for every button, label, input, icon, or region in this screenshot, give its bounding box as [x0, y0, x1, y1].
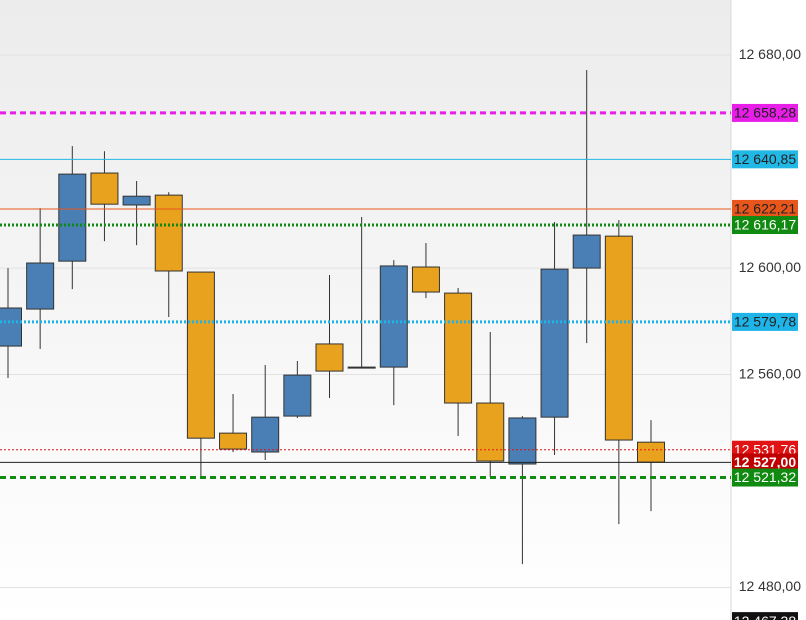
candle-body	[90, 172, 119, 205]
candle-body	[572, 234, 601, 269]
candle-body	[283, 374, 312, 417]
level-label-background	[732, 103, 798, 122]
y-tick-label: 12 560,00	[739, 365, 801, 381]
candle-body	[154, 194, 183, 272]
candle-body	[540, 268, 569, 418]
level-label-background	[732, 468, 798, 487]
candle-body	[444, 292, 473, 404]
candle-body	[637, 441, 665, 463]
level-label: 12 527,00	[734, 454, 796, 470]
candle-body	[315, 343, 344, 372]
y-tick-label: 12 600,00	[739, 259, 801, 275]
candle-body	[604, 235, 633, 441]
level-label-background	[732, 612, 798, 620]
level-label: 12 521,32	[734, 469, 796, 485]
axis-background	[731, 0, 806, 620]
candle-body	[379, 265, 408, 368]
y-tick-label: 12 680,00	[739, 46, 801, 62]
level-label-background	[732, 216, 798, 235]
level-label: 12 467,38	[734, 613, 796, 620]
candle-body	[58, 173, 87, 262]
candle-body	[122, 195, 151, 206]
level-label-background	[732, 150, 798, 169]
candle-body	[0, 307, 22, 347]
level-label: 12 640,85	[734, 151, 796, 167]
candle-body	[219, 432, 248, 450]
candle-body	[251, 416, 280, 453]
candle-body	[186, 271, 215, 439]
level-label-background	[732, 453, 798, 472]
candle-body	[508, 417, 537, 465]
level-label: 12 579,78	[734, 314, 796, 330]
level-label: 12 658,28	[734, 105, 796, 121]
candle-body	[26, 262, 55, 310]
candle-body	[347, 366, 376, 369]
candle-body	[476, 402, 505, 462]
level-label: 12 616,17	[734, 217, 796, 233]
y-tick-label: 12 480,00	[739, 578, 801, 594]
level-label: 12 622,21	[734, 201, 796, 217]
level-label-background	[732, 312, 798, 331]
candle-body	[411, 266, 440, 293]
level-label-background	[732, 199, 798, 218]
